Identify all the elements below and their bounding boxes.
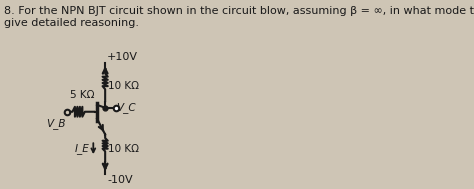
Text: +10V: +10V bbox=[107, 53, 138, 63]
Text: -10V: -10V bbox=[107, 175, 133, 185]
Text: 10 KΩ: 10 KΩ bbox=[108, 81, 139, 91]
Text: V_C: V_C bbox=[117, 102, 137, 113]
Text: 5 KΩ: 5 KΩ bbox=[70, 90, 95, 100]
Text: V_B: V_B bbox=[46, 118, 66, 129]
Text: I_E: I_E bbox=[74, 143, 89, 154]
Text: 10 KΩ: 10 KΩ bbox=[108, 144, 139, 154]
Text: 8. For the NPN BJT circuit shown in the circuit blow, assuming β = ∞, in what mo: 8. For the NPN BJT circuit shown in the … bbox=[4, 6, 474, 28]
